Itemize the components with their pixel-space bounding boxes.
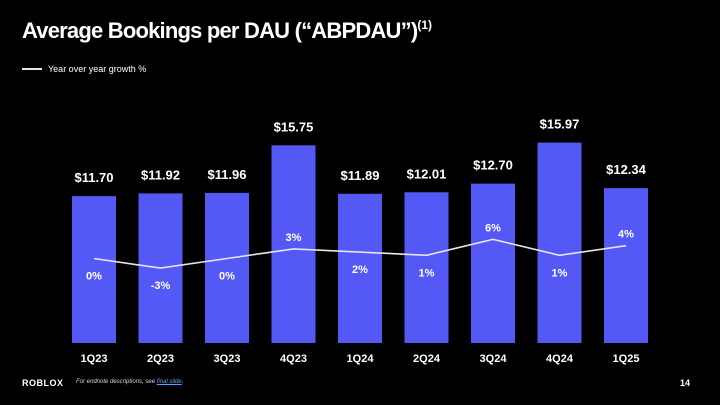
growth-data-label: -3% <box>151 280 171 292</box>
bar-value-label: $12.01 <box>407 166 447 181</box>
bar-value-label: $11.92 <box>141 167 180 182</box>
endnote-suffix: . <box>181 379 184 385</box>
category-tick-label: 3Q24 <box>480 353 508 365</box>
legend: Year over year growth % <box>22 64 146 74</box>
bar-value-label: $15.97 <box>540 117 580 132</box>
category-tick-label: 4Q23 <box>280 353 307 365</box>
growth-data-label: 6% <box>485 222 501 234</box>
bar-2Q24 <box>404 192 449 343</box>
category-tick-label: 1Q23 <box>81 353 108 365</box>
category-tick-label: 4Q24 <box>546 353 574 365</box>
chart-title-text: Average Bookings per DAU (“ABPDAU”) <box>22 18 418 43</box>
category-tick-label: 1Q24 <box>347 353 375 365</box>
growth-data-label: 2% <box>352 264 368 276</box>
growth-data-label: 3% <box>286 232 302 244</box>
bar-3Q23 <box>205 192 249 343</box>
bar-3Q24 <box>471 183 515 343</box>
category-tick-label: 2Q23 <box>147 353 174 365</box>
category-tick-label: 3Q23 <box>214 353 241 365</box>
bar-1Q24 <box>338 193 382 343</box>
roblox-logo: ROBLOX <box>22 378 64 388</box>
growth-line <box>93 238 627 269</box>
title-footnote-mark: (1) <box>417 18 433 32</box>
legend-label: Year over year growth % <box>48 64 147 74</box>
endnote-text: For endnote descriptions, see final slid… <box>76 379 183 385</box>
growth-data-label: 4% <box>618 229 634 241</box>
growth-data-label: 0% <box>86 271 102 283</box>
bar-value-label: $11.89 <box>340 168 379 183</box>
bar-value-label: $12.70 <box>473 158 513 173</box>
growth-data-label: 1% <box>552 267 568 279</box>
endnote-prefix: For endnote descriptions, see <box>76 379 157 385</box>
growth-data-label: 1% <box>419 267 435 279</box>
final-slide-link[interactable]: final slide <box>156 379 182 385</box>
page-number: 14 <box>680 378 691 388</box>
bar-4Q24 <box>537 142 582 343</box>
bar-value-label: $12.34 <box>606 162 647 177</box>
bar-1Q23 <box>72 196 116 343</box>
growth-data-label: 0% <box>219 271 235 283</box>
bar-value-label: $15.75 <box>274 119 314 134</box>
bar-value-label: $11.96 <box>207 167 246 182</box>
category-tick-label: 1Q25 <box>613 353 640 365</box>
legend-line-swatch <box>22 68 42 70</box>
chart-title: Average Bookings per DAU (“ABPDAU”)(1) <box>22 18 432 44</box>
bar-1Q25 <box>604 188 648 343</box>
bar-value-label: $11.70 <box>74 170 113 185</box>
bar-4Q23 <box>271 145 316 343</box>
category-tick-label: 2Q24 <box>413 353 441 365</box>
